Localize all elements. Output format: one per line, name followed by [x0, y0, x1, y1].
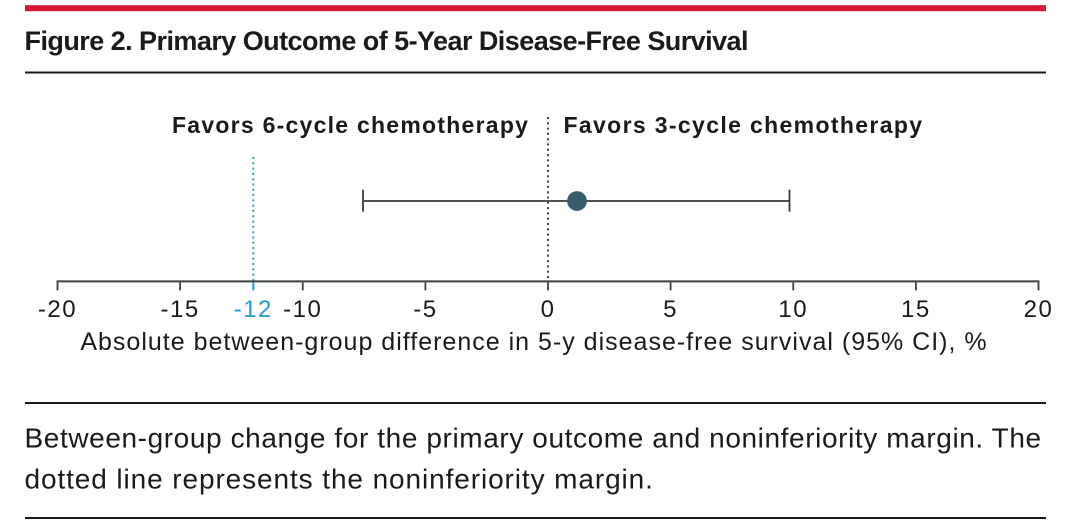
svg-text:20: 20 — [1024, 296, 1054, 323]
svg-text:10: 10 — [778, 296, 808, 323]
svg-text:dotted line represents the non: dotted line represents the noninferiorit… — [25, 464, 654, 495]
svg-text:-15: -15 — [161, 296, 200, 323]
svg-text:Figure 2. Primary Outcome of 5: Figure 2. Primary Outcome of 5-Year Dise… — [25, 26, 748, 56]
svg-text:Favors 6-cycle chemotherapy: Favors 6-cycle chemotherapy — [172, 112, 529, 138]
svg-text:Absolute between-group differe: Absolute between-group difference in 5-y… — [80, 328, 987, 356]
svg-text:5: 5 — [663, 296, 678, 323]
svg-text:-12: -12 — [234, 296, 273, 323]
svg-text:-20: -20 — [38, 296, 77, 323]
svg-text:Between-group change for the p: Between-group change for the primary out… — [25, 423, 1042, 454]
svg-text:-5: -5 — [413, 296, 437, 323]
svg-text:0: 0 — [541, 296, 556, 323]
svg-text:-10: -10 — [283, 296, 322, 323]
svg-text:Favors 3-cycle chemotherapy: Favors 3-cycle chemotherapy — [564, 112, 924, 138]
svg-text:15: 15 — [901, 296, 931, 323]
